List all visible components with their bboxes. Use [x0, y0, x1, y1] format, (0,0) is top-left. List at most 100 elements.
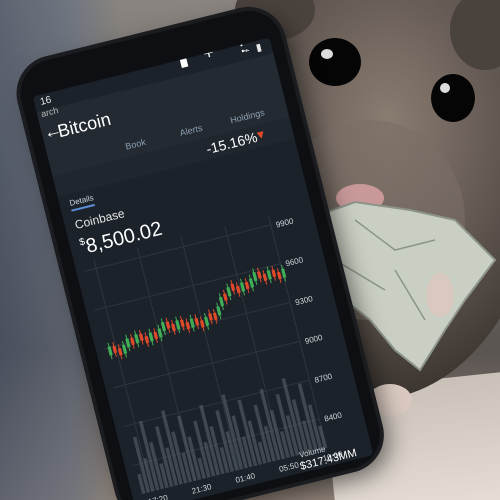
x-tick-label: 05:50 — [278, 460, 300, 474]
grid-line — [180, 236, 240, 470]
volume-bar — [203, 441, 216, 477]
candle-body — [185, 321, 191, 330]
volume-bar — [171, 431, 188, 484]
candle-body — [271, 269, 277, 278]
volume-bar — [257, 441, 267, 464]
x-tick-label: 01:40 — [235, 471, 257, 485]
smartphone: 16 ⌁ ▮ arch ← Bitcoin ▮ + ⋮ Book Alerts … — [13, 3, 388, 500]
volume-bar — [149, 441, 165, 490]
candle-body — [134, 334, 140, 344]
phone-screen: 16 ⌁ ▮ arch ← Bitcoin ▮ + ⋮ Book Alerts … — [32, 37, 374, 500]
grid-line — [84, 224, 271, 272]
page-title: Bitcoin — [55, 108, 113, 142]
eye-right — [431, 74, 475, 122]
y-tick-label: 9300 — [294, 294, 314, 307]
x-tick-label: 17:20 — [147, 493, 169, 500]
volume-bar — [181, 452, 193, 483]
volume-bar — [241, 436, 253, 468]
volume-bar — [302, 420, 314, 453]
volume-bar — [137, 473, 146, 495]
volume-bar — [247, 420, 262, 465]
candle-body — [248, 278, 255, 288]
volume-bar — [160, 410, 183, 485]
tab-holdings[interactable]: Holdings — [229, 107, 266, 126]
candle-body — [266, 270, 272, 280]
volume-bar — [187, 436, 202, 481]
volume-bar — [159, 463, 169, 489]
volume-bar — [285, 415, 300, 456]
volume-bar — [291, 399, 309, 454]
volume-bar — [307, 404, 323, 450]
y-tick-label: 8400 — [323, 410, 343, 423]
candle-body — [276, 271, 282, 280]
volume-bar — [215, 409, 234, 472]
volume-bar — [221, 394, 244, 470]
y-tick-label: 8700 — [314, 372, 334, 385]
volume-bar — [155, 426, 174, 488]
candle-body — [138, 333, 144, 342]
grid-line — [123, 379, 310, 428]
volume-bar — [279, 430, 290, 459]
candle-body — [189, 318, 195, 328]
candle-body — [107, 346, 113, 356]
volume-bar — [219, 447, 230, 474]
volume-bar — [263, 425, 276, 462]
volume-bar — [177, 415, 197, 482]
candle-body — [117, 348, 123, 356]
candle-body — [171, 323, 176, 332]
volume-bar — [253, 404, 272, 463]
candle-body — [281, 268, 287, 278]
grid-line — [103, 302, 291, 350]
volume-bar — [259, 388, 281, 461]
grid-line — [113, 340, 300, 389]
volume-bar — [209, 425, 225, 475]
volume-bar — [197, 457, 207, 479]
tab-book[interactable]: Book — [124, 136, 147, 152]
y-tick-label: 9600 — [285, 255, 305, 268]
candle-body — [235, 285, 241, 294]
candlestick-chart[interactable]: 9900 9600 9300 9000 8700 8400 17:20 21:30 01:40 0… — [74, 205, 373, 500]
candle-body — [112, 345, 118, 354]
candle-body — [179, 319, 185, 328]
candle-body — [175, 320, 181, 330]
grid-line — [93, 258, 153, 492]
volume-bar — [297, 383, 318, 452]
candle-body — [226, 286, 232, 297]
candle-body — [165, 321, 171, 329]
down-arrow-icon: ▼ — [253, 126, 269, 143]
candle-body — [203, 316, 210, 327]
tab-alerts[interactable]: Alerts — [178, 122, 204, 139]
volume-bar — [231, 415, 248, 469]
volume-bar — [275, 393, 295, 457]
candle-body — [160, 321, 167, 332]
tab-details[interactable]: Details — [68, 193, 96, 212]
candle-body — [199, 320, 205, 328]
volume-bar — [143, 457, 155, 492]
volume-bar — [138, 420, 160, 491]
candle-body — [230, 283, 236, 292]
candle-body — [121, 344, 128, 355]
y-tick-label: 9900 — [275, 216, 295, 229]
volume-bar — [269, 409, 286, 460]
y-tick-label: 9000 — [304, 333, 324, 346]
volume-bar — [199, 404, 221, 476]
volume-bar — [281, 378, 304, 455]
candle-body — [216, 306, 222, 316]
candle-body — [252, 271, 258, 282]
candle-body — [222, 293, 228, 301]
volume-bar — [193, 420, 211, 478]
candle-body — [256, 271, 262, 279]
volume-bar — [132, 436, 151, 493]
grid-line — [94, 263, 281, 311]
candle-body — [157, 328, 163, 338]
candle-body — [239, 282, 246, 292]
volume-bar — [318, 425, 328, 449]
candle-body — [148, 332, 154, 342]
candle-body — [244, 281, 250, 290]
candle-body — [125, 338, 131, 348]
volume-bar — [225, 431, 239, 471]
volume-bar — [237, 399, 258, 467]
candle-body — [262, 273, 268, 282]
candle-body — [153, 331, 159, 340]
candle-body — [130, 337, 135, 346]
